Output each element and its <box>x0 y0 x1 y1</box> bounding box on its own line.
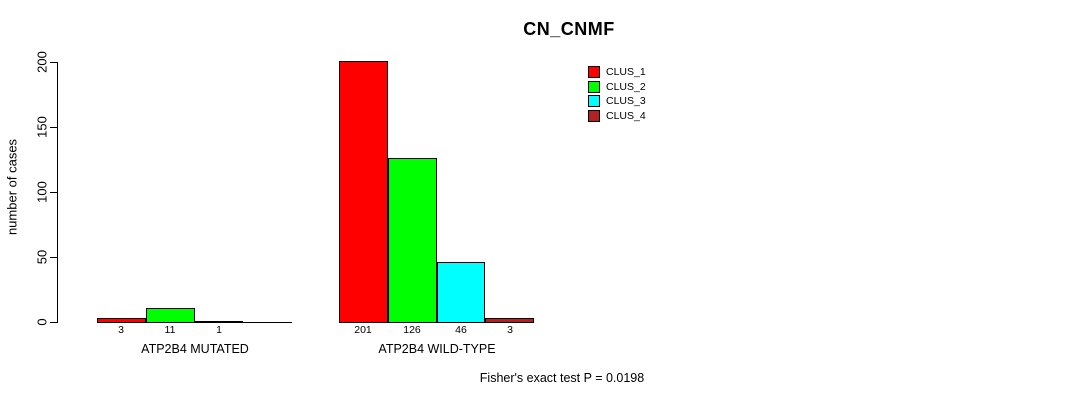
y-tick-label: 150 <box>34 116 50 138</box>
bar-atp2b4-wild-type-clus_4 <box>485 318 534 323</box>
legend-item-clus_2: CLUS_2 <box>588 81 646 93</box>
bar-atp2b4-mutated-clus_3 <box>195 321 243 323</box>
bar-atp2b4-wild-type-clus_2 <box>388 158 437 323</box>
legend-swatch-clus_1 <box>588 66 600 78</box>
legend-label: CLUS_2 <box>606 80 646 93</box>
y-tick <box>50 127 57 128</box>
bar-atp2b4-mutated-clus_1 <box>97 318 146 323</box>
bar-value-label: 3 <box>507 324 513 336</box>
bar-value-label: 1 <box>216 324 222 336</box>
bar-value-label: 11 <box>164 324 176 336</box>
bar-atp2b4-mutated-clus_4-zero <box>243 322 292 323</box>
bar-atp2b4-wild-type-clus_3 <box>437 262 485 323</box>
bar-value-label: 46 <box>455 324 467 336</box>
y-tick <box>50 257 57 258</box>
bar-value-label: 3 <box>118 324 124 336</box>
y-tick <box>50 192 57 193</box>
bar-atp2b4-mutated-clus_2 <box>146 308 195 323</box>
y-tick-label: 200 <box>34 51 50 73</box>
y-tick-label: 50 <box>34 249 50 265</box>
footnote-fisher-test: Fisher's exact test P = 0.0198 <box>479 371 645 385</box>
group-label-atp2b4-wild-type: ATP2B4 WILD-TYPE <box>378 342 496 356</box>
y-tick-label: 0 <box>34 318 50 326</box>
y-tick <box>50 322 57 323</box>
legend-label: CLUS_3 <box>606 94 646 107</box>
legend-item-clus_3: CLUS_3 <box>588 95 646 107</box>
legend-swatch-clus_2 <box>588 81 600 93</box>
group-label-atp2b4-mutated: ATP2B4 MUTATED <box>141 342 249 356</box>
y-axis-line <box>57 62 58 323</box>
chart-title: CN_CNMF <box>523 19 615 39</box>
legend-label: CLUS_4 <box>606 109 646 122</box>
bar-value-label: 201 <box>354 324 372 336</box>
bar-value-label: 126 <box>403 324 421 336</box>
y-tick <box>50 62 57 63</box>
bar-atp2b4-wild-type-clus_1 <box>339 61 388 323</box>
legend-item-clus_4: CLUS_4 <box>588 110 646 122</box>
legend-label: CLUS_1 <box>606 65 646 78</box>
legend-item-clus_1: CLUS_1 <box>588 66 646 78</box>
legend-swatch-clus_4 <box>588 110 600 122</box>
legend-swatch-clus_3 <box>588 95 600 107</box>
y-tick-label: 100 <box>34 181 50 203</box>
